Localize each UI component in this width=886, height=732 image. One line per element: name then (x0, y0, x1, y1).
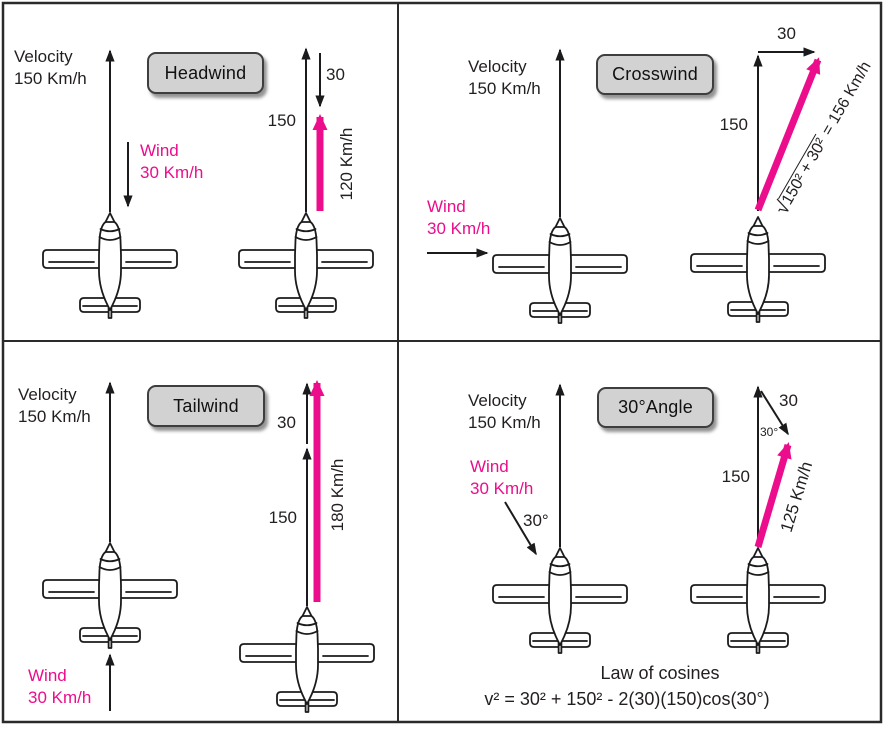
tailwind-title: Tailwind (173, 395, 239, 416)
resultant-value: 180 Km/h (328, 458, 347, 532)
airspeed-value: 150 (267, 111, 296, 130)
angle-title: 30°Angle (618, 397, 693, 417)
wind-component-value: 30 (777, 24, 796, 43)
crosswind-title: Crosswind (612, 64, 698, 84)
crosswind-arrows (427, 47, 816, 258)
wind-component-value: 30 (779, 391, 798, 410)
airplane-icon (690, 547, 826, 654)
wind-component-value: 30 (277, 413, 296, 432)
wind-component-arrow (760, 390, 789, 436)
airplane-icon (42, 542, 178, 649)
tailwind-title-box: Tailwind (147, 385, 265, 427)
velocity-label: Velocity 150 Km/h (468, 57, 541, 98)
resultant-arrow-angle (754, 442, 792, 548)
airplane-icon (690, 216, 826, 323)
vertex-angle-value: 30° (760, 425, 779, 439)
resultant-arrow-crosswind (754, 57, 822, 212)
velocity-label: Velocity 150 Km/h (468, 391, 541, 432)
wind-label: Wind 30 Km/h (427, 197, 491, 238)
wind-label: Wind 30 Km/h (140, 141, 204, 182)
airplane-icon (492, 547, 628, 654)
airspeed-value: 150 (268, 508, 297, 527)
airspeed-value: 150 (719, 115, 748, 134)
airplane-icon (238, 212, 374, 319)
law-of-cosines-title: Law of cosines (600, 663, 720, 683)
resultant-value: 120 Km/h (337, 127, 356, 201)
wind-angle-value: 30° (523, 511, 549, 530)
wind-label: Wind 30 Km/h (28, 666, 92, 707)
wind-arrow-diagonal (504, 501, 537, 556)
airplane-icon (492, 217, 628, 324)
airplane-icon (239, 606, 375, 713)
law-of-cosines-formula: v² = 30² + 150² - 2(30)(150)cos(30°) (484, 689, 770, 709)
headwind-title-box: Headwind (147, 52, 264, 94)
tailwind-arrows (105, 381, 312, 711)
crosswind-title-box: Crosswind (596, 54, 714, 95)
headwind-arrows (105, 47, 325, 212)
headwind-title: Headwind (164, 62, 247, 83)
airspeed-value: 150 (721, 467, 750, 486)
angle-arrows (504, 383, 789, 556)
wind-label: Wind 30 Km/h (470, 457, 534, 498)
velocity-label: Velocity 150 Km/h (18, 385, 91, 426)
wind-component-value: 30 (326, 65, 345, 84)
airplane-icon (42, 212, 178, 319)
velocity-label: Velocity 150 Km/h (14, 47, 87, 88)
airplanes (42, 212, 826, 713)
angle-title-box: 30°Angle (597, 387, 714, 428)
